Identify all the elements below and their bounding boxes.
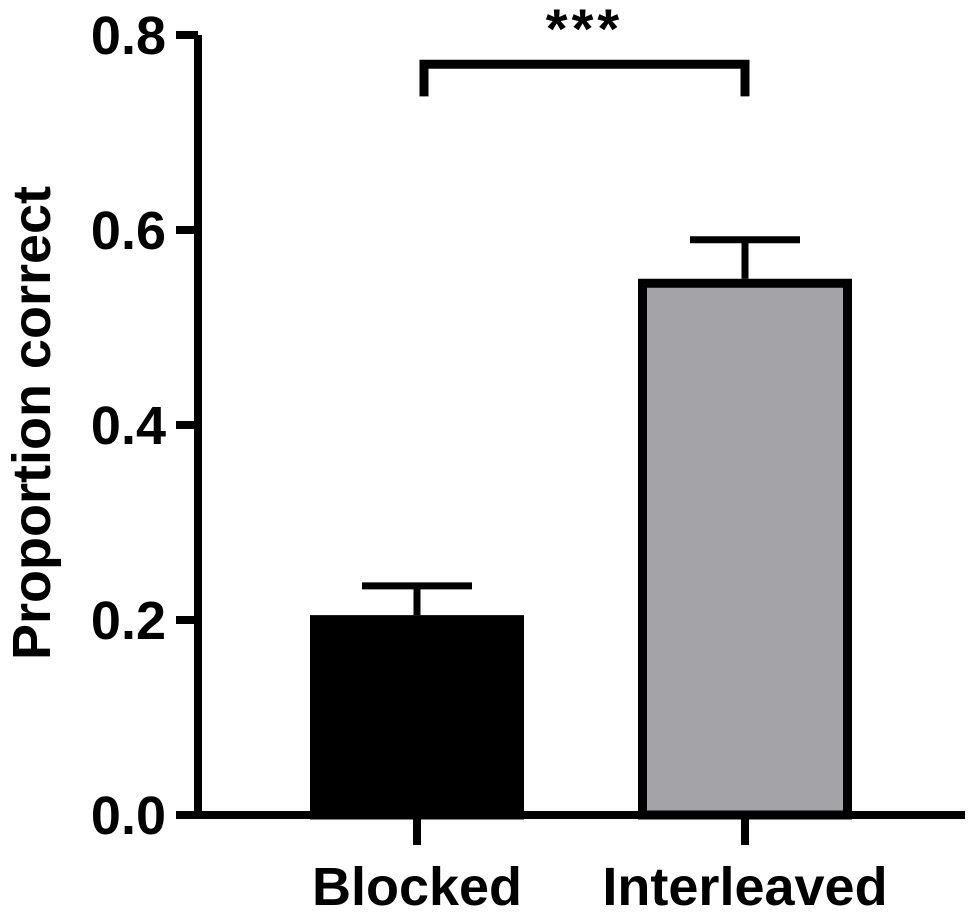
- y-axis-ticks: 0.0 0.2 0.4 0.6 0.8: [91, 6, 198, 846]
- significance-label: ***: [546, 0, 623, 60]
- y-tick-label: 0.0: [91, 786, 166, 846]
- y-tick-label: 0.8: [91, 6, 166, 66]
- significance-annotation: ***: [419, 0, 750, 97]
- significance-bracket: [419, 59, 750, 97]
- bars: [310, 236, 852, 820]
- x-axis-labels: Blocked Interleaved: [312, 815, 888, 915]
- bar-blocked: [310, 615, 524, 820]
- y-tick-label: 0.4: [91, 396, 166, 456]
- x-tick-label-blocked: Blocked: [312, 857, 522, 915]
- y-axis-title: Proportion correct: [2, 186, 62, 660]
- y-tick-label: 0.2: [91, 591, 166, 651]
- axes: [194, 35, 965, 819]
- y-tick-label: 0.6: [91, 201, 166, 261]
- bar-interleaved: [638, 278, 852, 820]
- x-tick-label-interleaved: Interleaved: [602, 857, 887, 915]
